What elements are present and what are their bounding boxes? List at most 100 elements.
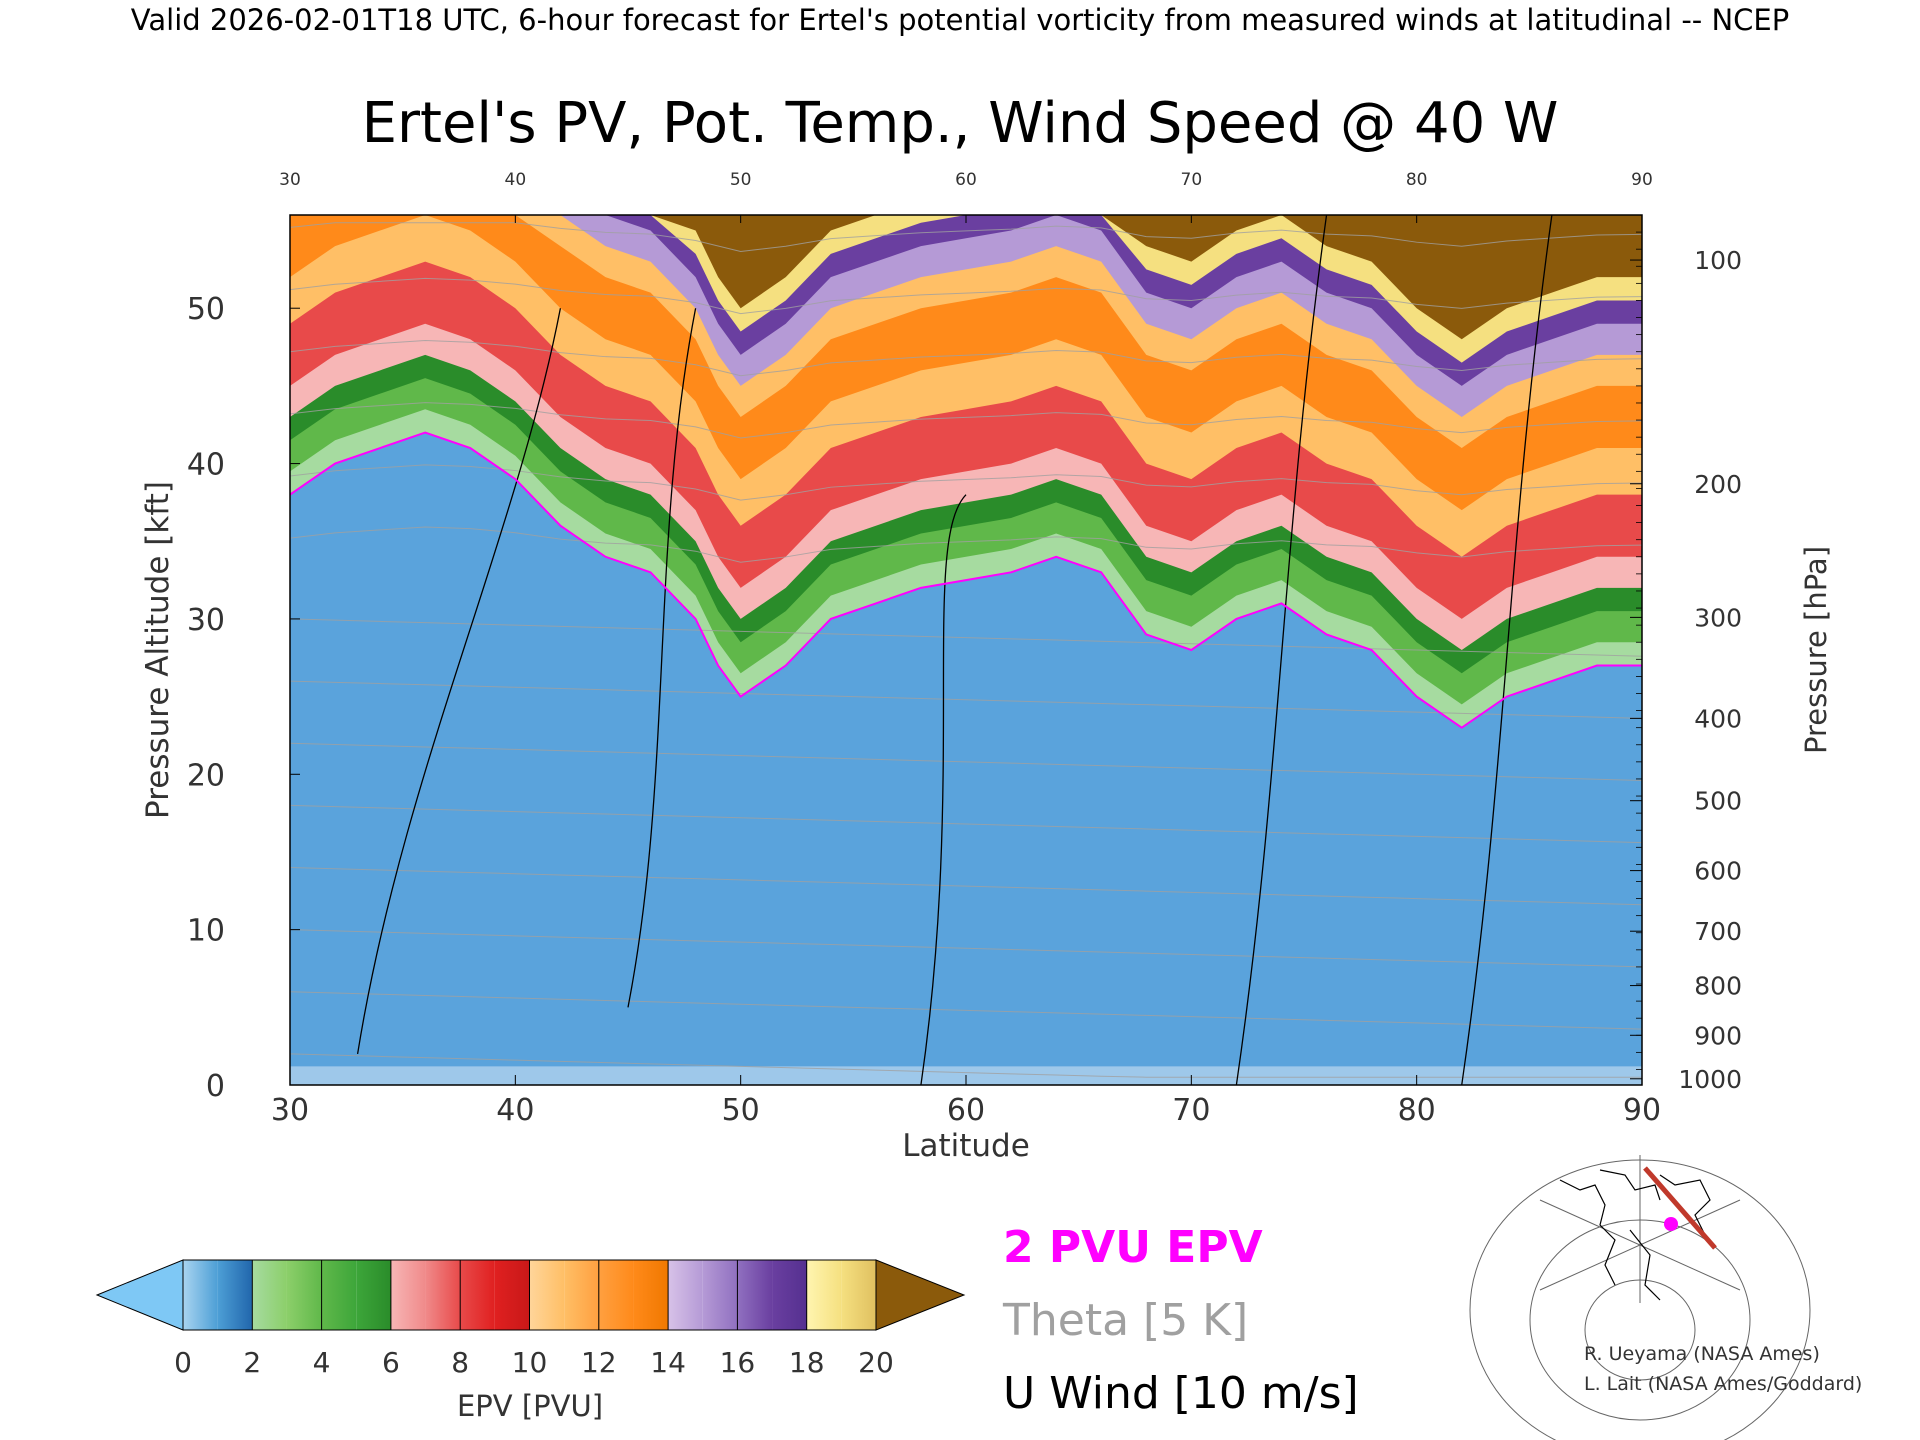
y-tick-label-10: 10 <box>187 914 225 949</box>
top-x-tick-label-90: 90 <box>1631 170 1653 190</box>
inset-map <box>1469 1155 1811 1440</box>
pressure-tick-label-300: 300 <box>1694 603 1742 632</box>
x-tick-label-30: 30 <box>271 1093 309 1128</box>
x-tick-label-40: 40 <box>496 1093 534 1128</box>
theta-contour-4 <box>290 804 1642 844</box>
y-axis-label: Pressure Altitude [kft] <box>140 481 176 819</box>
colorbar-bin-9 <box>494 1260 530 1330</box>
colorbar-tick-label-20: 20 <box>858 1346 894 1379</box>
y-tick-label-50: 50 <box>187 292 225 327</box>
colorbar-tick-label-18: 18 <box>789 1346 825 1379</box>
colorbar-bin-16 <box>737 1260 773 1330</box>
colorbar-over-arrow <box>875 1259 966 1331</box>
pressure-tick-label-600: 600 <box>1694 857 1742 886</box>
colorbar-tick-label-4: 4 <box>313 1346 331 1379</box>
colorbar-bin-11 <box>564 1260 599 1330</box>
pressure-tick-label-800: 800 <box>1694 972 1742 1001</box>
pv-band-11 <box>290 215 1642 340</box>
top-x-tick-label-60: 60 <box>955 170 977 190</box>
colorbar-tick-label-0: 0 <box>174 1346 192 1379</box>
colorbar-tick-label-12: 12 <box>581 1346 617 1379</box>
theta-contour-2 <box>290 929 1642 968</box>
colorbar-bin-0 <box>183 1260 218 1330</box>
inset-cross-section-track <box>1643 1166 1717 1250</box>
wind-contour-1 <box>627 308 697 1008</box>
x-axis-label: Latitude <box>902 1128 1030 1164</box>
x-tick-label-70: 70 <box>1172 1093 1210 1128</box>
colorbar-label: EPV [PVU] <box>457 1389 603 1423</box>
top-x-tick-label-30: 30 <box>279 170 301 190</box>
theta-contour-8 <box>290 526 1642 563</box>
colorbar-tick-label-8: 8 <box>451 1346 469 1379</box>
colorbar-bin-13 <box>633 1260 669 1330</box>
plot-area <box>290 215 1642 1085</box>
wind-contours <box>356 215 1553 1085</box>
pressure-axis-label: Pressure [hPa] <box>1799 546 1833 754</box>
wind-contour-3 <box>1235 215 1328 1085</box>
colorbar-bin-14 <box>668 1260 703 1330</box>
theta-contour-5 <box>290 742 1642 781</box>
theta-contour-7 <box>290 618 1642 657</box>
pv-band-10 <box>290 215 1642 363</box>
x-tick-label-90: 90 <box>1623 1093 1661 1128</box>
colorbar-bin-12 <box>598 1260 634 1330</box>
chart-title: Ertel's PV, Pot. Temp., Wind Speed @ 40 … <box>362 91 1559 156</box>
colorbar-bin-15 <box>702 1260 738 1330</box>
x-axis: 30 40 50 60 70 80 90 <box>271 1075 1661 1128</box>
wind-contour-4 <box>1461 215 1553 1085</box>
x-tick-label-50: 50 <box>722 1093 760 1128</box>
top-x-tick-label-70: 70 <box>1181 170 1203 190</box>
wind-contour-0 <box>356 308 562 1055</box>
pv-band-9 <box>290 215 1642 386</box>
theta-contour-12 <box>290 277 1642 315</box>
y-tick-label-40: 40 <box>187 448 225 483</box>
colorbar-bin-18 <box>806 1260 842 1330</box>
legend-item-epv: 2 PVU EPV <box>1003 1222 1263 1273</box>
pv-bands <box>290 215 1642 1085</box>
theta-contour-11 <box>290 340 1642 377</box>
legend-item-theta: Theta [5 K] <box>1002 1295 1248 1346</box>
theta-contour-9 <box>290 464 1642 501</box>
theta-contour-6 <box>290 680 1642 719</box>
theta-contours <box>290 222 1642 1078</box>
y-tick-label-0: 0 <box>206 1069 225 1104</box>
inset-coastline <box>1559 1169 1711 1301</box>
colorbar-bin-19 <box>841 1260 876 1330</box>
top-x-tick-label-80: 80 <box>1406 170 1428 190</box>
colorbar-bin-4 <box>321 1260 357 1330</box>
colorbar: 0 2 4 6 8 10 12 14 16 18 20 EPV [PVU] <box>95 1259 966 1423</box>
colorbar-bin-3 <box>286 1260 322 1330</box>
y-tick-label-20: 20 <box>187 758 225 793</box>
colorbar-tick-label-2: 2 <box>243 1346 261 1379</box>
colorbar-tick-label-10: 10 <box>512 1346 548 1379</box>
pressure-tick-label-1000: 1000 <box>1678 1065 1742 1094</box>
header-text: Valid 2026-02-01T18 UTC, 6-hour forecast… <box>131 3 1789 37</box>
colorbar-bin-2 <box>252 1260 287 1330</box>
legend: 2 PVU EPV Theta [5 K] U Wind [10 m/s] <box>1002 1222 1359 1419</box>
x-tick-label-80: 80 <box>1398 1093 1436 1128</box>
wind-contour-2 <box>920 494 967 1085</box>
pressure-tick-label-100: 100 <box>1694 246 1742 275</box>
inset-location-marker <box>1664 1217 1678 1231</box>
top-x-tick-label-50: 50 <box>730 170 752 190</box>
colorbar-bin-10 <box>529 1260 565 1330</box>
pressure-tick-label-200: 200 <box>1694 470 1742 499</box>
colorbar-bin-17 <box>772 1260 807 1330</box>
tropopause-2pvu-line <box>290 431 1642 729</box>
x-tick-label-60: 60 <box>947 1093 985 1128</box>
legend-item-wind: U Wind [10 m/s] <box>1003 1368 1359 1419</box>
credit-line-2: L. Lait (NASA Ames/Goddard) <box>1584 1373 1862 1395</box>
theta-contour-3 <box>290 867 1642 906</box>
pressure-axis: 100 200 300 400 500 600 700 800 900 1000 <box>1630 231 1742 1094</box>
colorbar-bin-7 <box>425 1260 461 1330</box>
top-x-tick-label-40: 40 <box>505 170 527 190</box>
colorbar-tick-label-6: 6 <box>382 1346 400 1379</box>
pressure-tick-label-900: 900 <box>1694 1021 1742 1050</box>
colorbar-tick-label-16: 16 <box>720 1346 756 1379</box>
y-tick-label-30: 30 <box>187 603 225 638</box>
pressure-tick-label-500: 500 <box>1694 787 1742 816</box>
theta-contour-1 <box>290 991 1642 1030</box>
colorbar-bin-5 <box>356 1260 391 1330</box>
top-x-axis: 30 40 50 60 70 80 90 <box>279 170 1653 223</box>
